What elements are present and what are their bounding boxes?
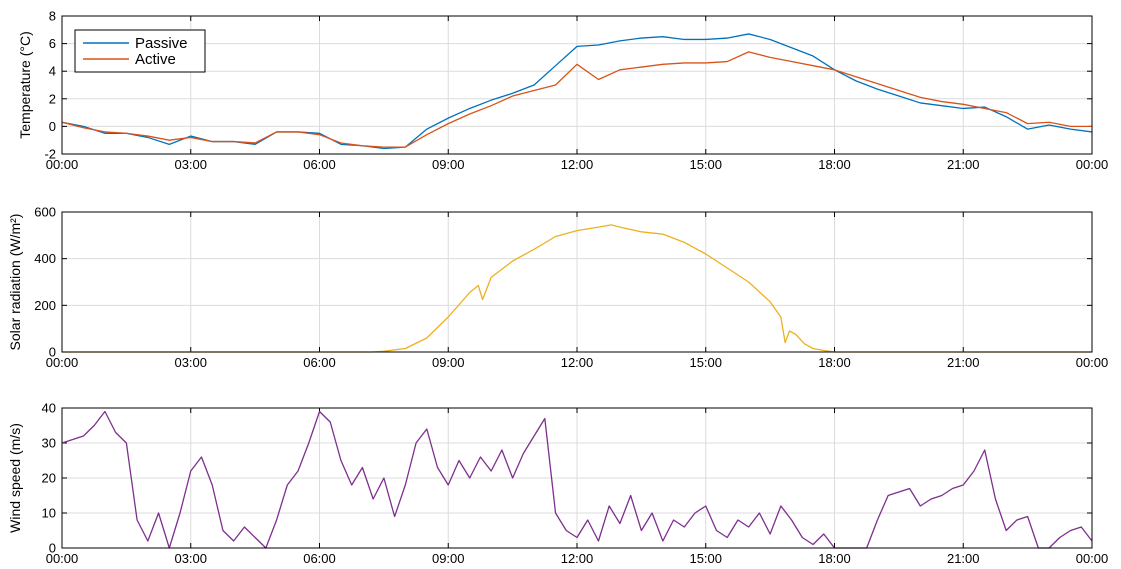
y-tick-label: 20: [42, 471, 56, 486]
x-tick-label: 03:00: [174, 551, 207, 566]
x-tick-label: 09:00: [432, 157, 465, 172]
series-line-wind: [61, 410, 1093, 549]
x-tick-label: 21:00: [947, 551, 980, 566]
y-tick-label: 0: [49, 119, 56, 134]
x-tick-label: 00:00: [46, 157, 79, 172]
x-tick-label: 03:00: [174, 355, 207, 370]
axis-box: [61, 407, 1093, 549]
y-tick-label: 600: [34, 205, 56, 220]
legend-label: Active: [135, 51, 176, 68]
x-tick-label: 06:00: [303, 355, 336, 370]
y-tick-label: 6: [49, 36, 56, 51]
axis-box: [61, 211, 1093, 353]
x-tick-label: 15:00: [689, 157, 722, 172]
x-tick-label: 09:00: [432, 551, 465, 566]
x-tick-label: 00:00: [46, 355, 79, 370]
series-line-active: [61, 51, 1092, 148]
x-tick-label: 18:00: [818, 551, 851, 566]
chart-panel-wind: 00:00 03:00 06:00 09:00 12:00 15:00 18:00 21:00…: [7, 401, 1108, 567]
y-tick-label: 200: [34, 298, 56, 313]
y-tick-label: 0: [49, 345, 56, 360]
y-tick-label: 0: [49, 541, 56, 556]
x-tick-label: 09:00: [432, 355, 465, 370]
x-tick-label: 06:00: [303, 551, 336, 566]
x-tick-label: 12:00: [561, 157, 594, 172]
chart-panel-temperature: 00:00 03:00 06:00 09:00 12:00 15:00 18:00 21:00…: [17, 9, 1108, 173]
y-axis-label: Temperature (°C): [17, 31, 33, 139]
x-tick-label: 21:00: [947, 355, 980, 370]
x-tick-label: 18:00: [818, 355, 851, 370]
y-tick-label: 400: [34, 251, 56, 266]
legend-label: Passive: [135, 35, 188, 52]
y-tick-label: 2: [49, 91, 56, 106]
y-tick-label: 40: [42, 401, 56, 416]
x-tick-label: 03:00: [174, 157, 207, 172]
y-axis-label: Wind speed (m/s): [7, 423, 23, 533]
x-tick-label: 15:00: [689, 551, 722, 566]
chart-panel-solar: 00:00 03:00 06:00 09:00 12:00 15:00 18:00 21:00…: [7, 205, 1108, 371]
x-tick-label: 12:00: [561, 551, 594, 566]
y-tick-label: -2: [44, 147, 56, 162]
x-tick-label: 00:00: [46, 551, 79, 566]
x-tick-label: 00:00: [1076, 157, 1109, 172]
x-tick-label: 06:00: [303, 157, 336, 172]
axis-box: [61, 15, 1093, 155]
y-tick-label: 10: [42, 506, 56, 521]
x-tick-label: 18:00: [818, 157, 851, 172]
x-tick-label: 12:00: [561, 355, 594, 370]
x-tick-label: 00:00: [1076, 355, 1109, 370]
y-tick-label: 30: [42, 436, 56, 451]
x-tick-label: 21:00: [947, 157, 980, 172]
y-tick-label: 8: [49, 9, 56, 24]
x-tick-label: 00:00: [1076, 551, 1109, 566]
series-line-solar: [62, 224, 1092, 353]
legend-box: [74, 29, 206, 73]
y-axis-label: Solar radiation (W/m²): [7, 214, 23, 351]
x-tick-label: 15:00: [689, 355, 722, 370]
y-tick-label: 4: [49, 64, 56, 79]
